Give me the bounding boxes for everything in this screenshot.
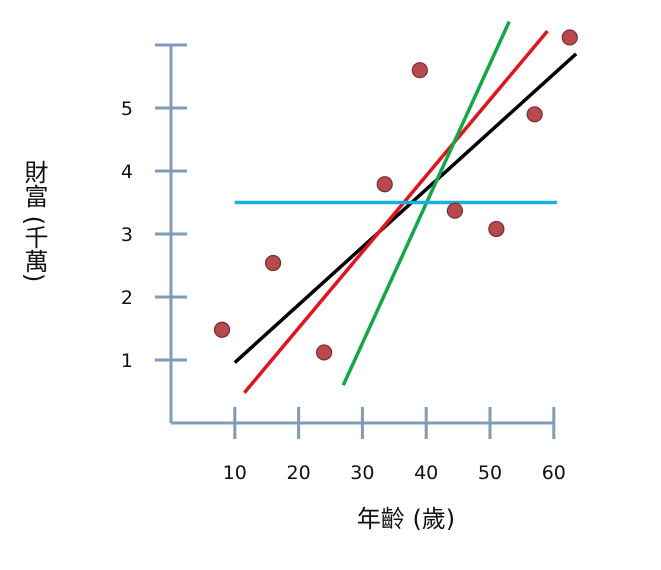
data-point xyxy=(376,176,393,193)
data-point xyxy=(446,202,464,219)
y-tick-label: 2 xyxy=(121,287,133,309)
x-tick-label: 30 xyxy=(350,462,374,484)
fit-lines xyxy=(233,20,578,394)
data-points xyxy=(213,29,578,361)
x-tick-label: 20 xyxy=(287,462,311,484)
data-point xyxy=(316,344,333,361)
y-tick-label: 3 xyxy=(121,224,133,246)
data-point xyxy=(213,321,231,338)
data-point xyxy=(264,254,282,272)
data-point xyxy=(488,220,505,238)
x-axis-title: 年齡 (歲) xyxy=(357,505,455,533)
y-tick-label: 5 xyxy=(121,98,133,120)
x-tick-label: 60 xyxy=(542,462,566,484)
fit-line xyxy=(243,30,549,394)
y-axis-title: 財富 (千萬) xyxy=(20,160,48,282)
y-tick-label: 1 xyxy=(121,350,133,372)
data-point xyxy=(411,62,428,79)
x-tick-label: 50 xyxy=(478,462,502,484)
y-tick-label: 4 xyxy=(121,161,133,183)
x-tick-label: 40 xyxy=(414,462,438,484)
fit-line xyxy=(233,52,578,364)
data-point xyxy=(561,29,578,46)
data-point xyxy=(526,106,543,123)
axis-ticks xyxy=(155,106,556,439)
axis-tick-labels: 1 2 3 4 5 10 20 30 40 50 60 xyxy=(121,98,566,484)
x-tick-label: 10 xyxy=(223,462,247,484)
